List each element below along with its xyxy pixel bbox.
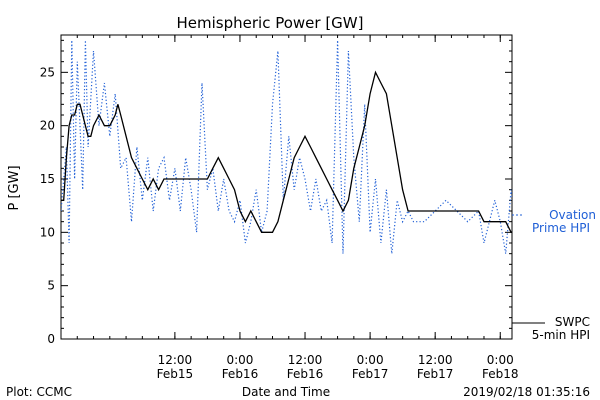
- y-tick-label: 5: [47, 279, 55, 293]
- plot-area-frame: [60, 34, 513, 340]
- footer-timestamp: 2019/02/18 01:35:16: [463, 385, 590, 399]
- y-tick-label: 0: [47, 332, 55, 346]
- x-tick-date-label: Feb15: [157, 367, 194, 381]
- x-tick-date-label: Feb17: [417, 367, 454, 381]
- legend-label-ovation: Ovation: [549, 208, 596, 222]
- legend-label-swpc: SWPC: [555, 315, 590, 329]
- legend-label-swpc-2: 5-min HPI: [532, 328, 590, 342]
- x-tick-time-label: 12:00: [158, 353, 193, 367]
- footer-plot-credit: Plot: CCMC: [6, 385, 72, 399]
- series-line-swpc: [61, 70, 512, 233]
- y-tick-label: 15: [40, 172, 55, 186]
- legend-label-ovation-2: Prime HPI: [532, 221, 590, 235]
- x-tick-time-label: 12:00: [288, 353, 323, 367]
- y-axis-label: P [GW]: [7, 165, 22, 210]
- x-tick-date-label: Feb16: [222, 367, 259, 381]
- y-axis: 0 5 10 15 20 25: [40, 39, 512, 346]
- x-tick-time-label: 12:00: [418, 353, 453, 367]
- y-tick-label: 20: [40, 119, 55, 133]
- x-tick-date-label: Feb18: [482, 367, 519, 381]
- x-axis: 12:00Feb150:00Feb1612:00Feb160:00Feb1712…: [60, 35, 519, 381]
- chart-title: Hemispheric Power [GW]: [177, 14, 364, 32]
- x-tick-date-label: Feb16: [287, 367, 324, 381]
- y-tick-label: 10: [40, 225, 55, 239]
- x-tick-time-label: 0:00: [357, 353, 384, 367]
- y-tick-label: 25: [40, 65, 55, 79]
- plot-series: [61, 40, 512, 254]
- x-tick-date-label: Feb17: [352, 367, 389, 381]
- x-tick-time-label: 0:00: [487, 353, 514, 367]
- x-axis-label: Date and Time: [242, 385, 330, 399]
- x-tick-time-label: 0:00: [226, 353, 253, 367]
